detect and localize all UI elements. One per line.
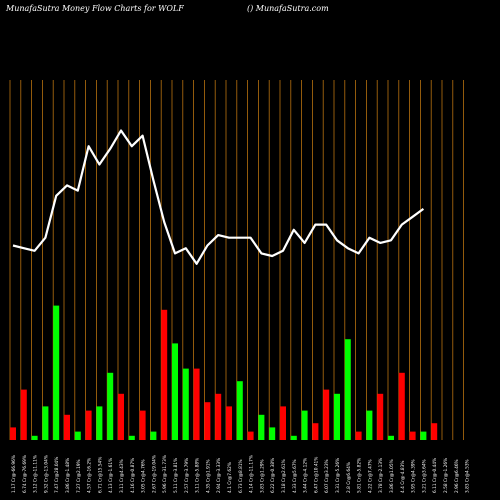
category-label: 3.11 Cr@4.43%: [119, 459, 125, 493]
site-credit: () MunafaSutra.com: [247, 4, 329, 13]
money-flow-bar: [215, 393, 222, 440]
category-labels: 1.17 Cr@-66.96% 6.74 Cr@-76.69% 3.12 Cr@-1…: [11, 455, 471, 493]
money-flow-bar: [85, 410, 92, 440]
category-label: 3.11 Cr@-5.88%: [195, 458, 201, 493]
money-flow-bar: [128, 435, 135, 440]
money-flow-bar: [431, 423, 438, 440]
money-flow-bar: [355, 431, 362, 440]
money-flow-bar: [344, 339, 351, 440]
category-label: 2.67 Cr@-19.04%: [151, 455, 157, 493]
money-flow-bar: [74, 431, 81, 440]
category-label: 6.74 Cr@-76.69%: [22, 455, 28, 493]
category-label: 4.57 Cr@-16.2%: [87, 458, 93, 493]
category-label: 9.32 Cr@-13.04%: [43, 455, 49, 493]
category-label: 2.57 Cr@-3.79%: [184, 458, 190, 493]
money-flow-bar: [247, 431, 254, 440]
category-label: 3.95 Cr@4.39%: [411, 459, 417, 493]
category-label: 4.1 Cr@7.62%: [227, 462, 233, 493]
category-label: 2.58 Cr@-1.26%: [443, 458, 449, 493]
money-flow-bars: [10, 305, 438, 440]
category-label: 6.71 Cr@15.54%: [97, 457, 103, 493]
category-label: 4.16 Cr@-0.87%: [130, 458, 136, 493]
category-label: 3.83 Cr@4.53%: [465, 459, 471, 493]
money-flow-bar: [377, 393, 384, 440]
category-label: 4.13 Cr@-1.61%: [108, 458, 114, 493]
money-flow-bar: [172, 343, 178, 440]
category-label: 3.44 Cr@-4.12%: [303, 458, 309, 493]
money-flow-bar: [204, 402, 211, 440]
money-flow-bar: [301, 410, 308, 440]
money-flow-bar: [398, 372, 405, 440]
money-flow-bar: [150, 431, 157, 440]
category-label: 2.8 Cr@6.64%: [346, 462, 352, 493]
category-label: 3.86 Cr@-1.48%: [65, 458, 71, 493]
category-label: 4.33 Cr@5.67%: [292, 459, 298, 493]
money-flow-bar: [118, 393, 124, 440]
money-flow-bar: [269, 427, 276, 440]
category-label: 7.47 Cr@28.04%: [54, 457, 60, 493]
money-flow-bar: [258, 414, 265, 440]
category-label: 3.12 Cr@-11.11%: [33, 455, 39, 493]
category-label: 3.83 Cr@1.29%: [259, 459, 265, 493]
category-label: 4.14 Cr@-11.17%: [249, 455, 255, 493]
money-flow-bar: [96, 406, 103, 440]
category-label: 4.22 Cr@7.47%: [367, 459, 373, 493]
category-label: 3.78 Cr@-2.13%: [378, 458, 384, 493]
money-flow-bar: [20, 389, 27, 440]
category-label: 2.96 Cr@6.46%: [454, 459, 460, 493]
money-flow-bar: [182, 368, 189, 440]
money-flow-bar: [323, 389, 330, 440]
category-label: 5.81 Cr@-5.82%: [357, 458, 363, 493]
money-flow-bar: [42, 406, 49, 440]
money-flow-bar: [236, 381, 243, 440]
money-flow-bar: [290, 435, 297, 440]
money-flow-bar: [161, 309, 168, 440]
money-flow-bar: [107, 372, 114, 440]
category-label: 1.17 Cr@-66.96%: [11, 455, 17, 493]
gridlines: [9, 80, 465, 440]
money-flow-bar: [193, 368, 200, 440]
category-label: 6.73 Cr@8.81%: [238, 459, 244, 493]
category-label: 3.86 Cr@1.05%: [389, 459, 395, 493]
category-label: 5.11 Cr@-3.81%: [173, 458, 179, 493]
money-flow-bar: [366, 410, 373, 440]
category-label: 6.11 Cr@-0.44%: [432, 458, 438, 493]
money-flow-bar: [139, 410, 146, 440]
category-label: 3.05 Cr@4.76%: [141, 459, 147, 493]
money-flow-bar: [10, 427, 16, 440]
category-label: 6.07 Cr@3.23%: [324, 459, 330, 493]
price-line: [12, 129, 425, 265]
money-flow-bar: [312, 423, 319, 440]
category-label: 6.47 Cr@10.41%: [313, 457, 319, 493]
money-flow-bar: [280, 406, 286, 440]
category-label: 3.18 Cr@2.61%: [281, 459, 287, 493]
category-label: 6.22 Cr@-0.38%: [270, 458, 276, 493]
money-flow-bar: [31, 435, 38, 440]
category-label: 3.21 Cr@3.64%: [421, 459, 427, 493]
money-flow-bar: [64, 414, 70, 440]
category-label: 4.4 Cr@-4.83%: [400, 461, 406, 493]
money-flow-bar: [388, 435, 394, 440]
category-label: 4.35 Cr@1.91%: [205, 459, 211, 493]
chart-title: MunafaSutra Money Flow Charts for WOLF: [6, 4, 184, 13]
money-flow-bar: [226, 406, 232, 440]
money-flow-bar: [420, 431, 427, 440]
category-label: 3.31 Cr@-5.26%: [335, 458, 341, 493]
category-label: 5.96 Cr@-31.73%: [162, 455, 168, 493]
money-flow-bar: [334, 393, 340, 440]
money-flow-bar: [53, 305, 60, 440]
category-label: 7.27 Cr@2.19%: [76, 459, 82, 493]
money-flow-bar: [409, 431, 416, 440]
category-label: 2.94 Cr@-3.33%: [216, 458, 222, 493]
